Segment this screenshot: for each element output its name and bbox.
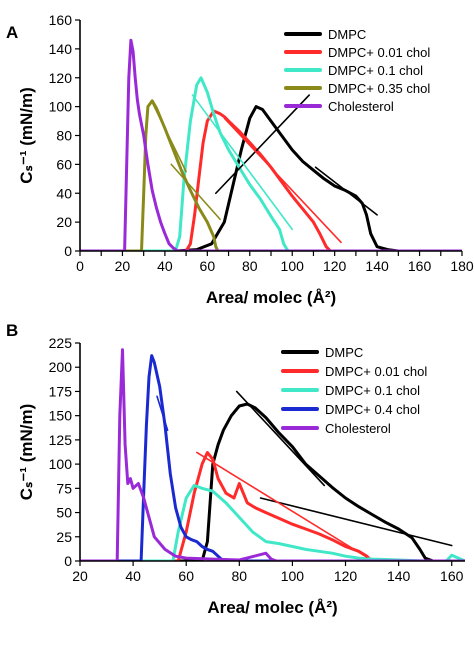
legend-label-2: DMPC+ 0.01 chol bbox=[328, 45, 430, 60]
legend-label-4: DMPC+ 0.35 chol bbox=[328, 81, 430, 96]
x-tick-label: 140 bbox=[365, 258, 389, 274]
legend-label-5: Cholesterol bbox=[325, 421, 391, 436]
legend-label-1: DMPC bbox=[328, 27, 366, 42]
fit-line-5 bbox=[151, 101, 187, 173]
panel-a-label: A bbox=[6, 23, 18, 42]
series-line-4 bbox=[80, 354, 465, 561]
y-tick-label: 140 bbox=[49, 41, 73, 57]
panel-b-label: B bbox=[6, 321, 18, 340]
fit-line-2 bbox=[259, 497, 453, 547]
legend-label-5: Cholesterol bbox=[328, 99, 394, 114]
y-tick-label: 40 bbox=[56, 185, 72, 201]
panel-a-plot: 0 20 40 60 80 100 120 140 160 180 0 20 40 60 80 100 120 1… bbox=[17, 12, 474, 307]
x-tick-label: 40 bbox=[125, 568, 141, 584]
fit-line-3 bbox=[223, 117, 342, 244]
y-axis-title: Cₛ⁻¹ (mN/m) bbox=[17, 87, 36, 184]
y-tick-label: 175 bbox=[49, 383, 73, 399]
y-tick-label: 20 bbox=[56, 214, 72, 230]
x-tick-label: 40 bbox=[157, 258, 173, 274]
y-axis-title: Cₛ⁻¹ (mN/m) bbox=[17, 404, 36, 501]
legend-label-4: DMPC+ 0.4 chol bbox=[325, 402, 420, 417]
x-tick-label: 180 bbox=[450, 258, 474, 274]
x-tick-label: 60 bbox=[178, 568, 194, 584]
series-line-5 bbox=[80, 38, 462, 251]
x-tick-label: 20 bbox=[115, 258, 131, 274]
fit-line-3 bbox=[196, 451, 368, 558]
x-tick-label: 80 bbox=[232, 568, 248, 584]
y-tick-label: 225 bbox=[49, 335, 73, 351]
y-tick-label: 0 bbox=[64, 553, 72, 569]
y-tick-label: 100 bbox=[49, 456, 73, 472]
y-tick-label: 150 bbox=[49, 408, 73, 424]
fit-line-1 bbox=[215, 94, 311, 195]
y-tick-label: 120 bbox=[49, 70, 73, 86]
legend-label-1: DMPC bbox=[325, 345, 363, 360]
x-tick-label: 120 bbox=[334, 568, 358, 584]
y-tick-label: 25 bbox=[56, 529, 72, 545]
x-tick-label: 80 bbox=[242, 258, 258, 274]
x-axis-title: Area/ molec (Å²) bbox=[207, 598, 337, 617]
x-tick-label: 100 bbox=[281, 258, 305, 274]
fit-line-1 bbox=[235, 390, 326, 487]
legend-label-3: DMPC+ 0.1 chol bbox=[325, 383, 420, 398]
x-tick-label: 20 bbox=[72, 568, 88, 584]
series-group bbox=[80, 38, 462, 251]
y-tick-label: 160 bbox=[49, 12, 73, 28]
x-tick-label: 100 bbox=[281, 568, 305, 584]
x-tick-label: 60 bbox=[200, 258, 216, 274]
y-tick-label: 50 bbox=[56, 505, 72, 521]
y-tick-label: 80 bbox=[56, 128, 72, 144]
x-tick-label: 140 bbox=[387, 568, 411, 584]
fit-line-4 bbox=[191, 94, 294, 231]
y-tick-label: 0 bbox=[64, 243, 72, 259]
series-line-2 bbox=[80, 109, 462, 251]
x-tick-label: 120 bbox=[323, 258, 347, 274]
y-tick-label: 100 bbox=[49, 99, 73, 115]
x-axis-title: Area/ molec (Å²) bbox=[206, 288, 336, 307]
y-tick-label: 200 bbox=[49, 359, 73, 375]
legend-label-2: DMPC+ 0.01 chol bbox=[325, 364, 427, 379]
y-tick-label: 75 bbox=[56, 480, 72, 496]
series-line-3 bbox=[80, 483, 465, 561]
fit-line-2 bbox=[314, 166, 378, 216]
y-tick-label: 60 bbox=[56, 156, 72, 172]
series-line-2 bbox=[80, 451, 465, 561]
y-tick-label: 125 bbox=[49, 432, 73, 448]
x-tick-label: 160 bbox=[440, 568, 464, 584]
x-tick-label: 0 bbox=[76, 258, 84, 274]
fit-line-4 bbox=[156, 395, 169, 432]
fit-line-6 bbox=[170, 163, 221, 221]
panel-b-plot: 20 40 60 80 100 120 140 160 0 25 50 75 100 125 150 175 2… bbox=[17, 335, 465, 617]
series-line-5 bbox=[80, 348, 465, 561]
x-tick-label: 160 bbox=[408, 258, 432, 274]
legend-label-3: DMPC+ 0.1 chol bbox=[328, 63, 423, 78]
series-line-1 bbox=[80, 105, 462, 251]
series-group bbox=[80, 348, 465, 561]
